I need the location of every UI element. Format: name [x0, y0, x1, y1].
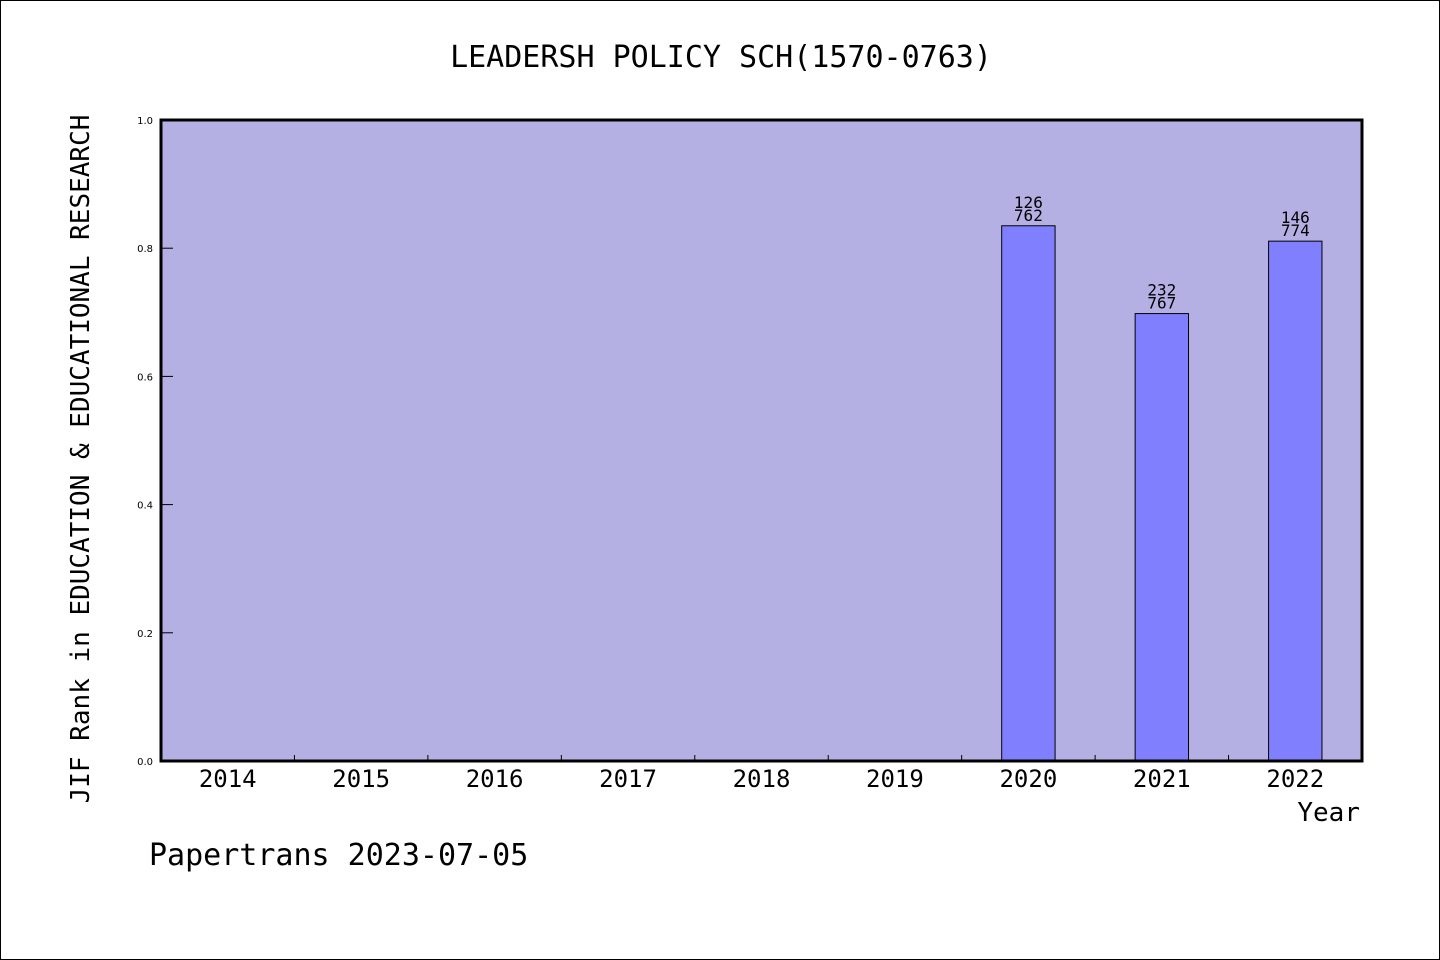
- x-tick-label: 2020: [999, 765, 1057, 793]
- x-tick-label: 2015: [332, 765, 390, 793]
- bar-label-rank: 146: [1281, 208, 1310, 227]
- bar-label-rank: 126: [1014, 193, 1043, 212]
- chart-title: LEADERSH POLICY SCH(1570-0763): [450, 40, 992, 75]
- y-tick-label: 0.8: [137, 244, 153, 255]
- x-tick-label: 2014: [199, 765, 257, 793]
- bar-label-total: 762: [1014, 206, 1043, 225]
- ticks-layer: 0.0 0.2 0.4 0.6 0.8 1.0 2014 2015 2016 2017 2018 20…: [137, 116, 1324, 793]
- x-tick-label: 2019: [866, 765, 924, 793]
- plot-frame: [159, 118, 1364, 763]
- x-tick-label: 2021: [1133, 765, 1191, 793]
- x-tick-label: 2022: [1266, 765, 1324, 793]
- bar-label-total: 774: [1281, 221, 1310, 240]
- bar: [1268, 240, 1323, 762]
- y-tick-label: 0.0: [137, 757, 153, 768]
- x-axis-label: Year: [1297, 798, 1360, 828]
- x-tick-label: 2016: [466, 765, 524, 793]
- y-tick-label: 1.0: [137, 116, 153, 127]
- y-tick-label: 0.4: [137, 501, 153, 512]
- y-axis-label: JIF Rank in EDUCATION & EDUCATIONAL RESE…: [66, 115, 96, 804]
- y-tick-label: 0.6: [137, 372, 153, 383]
- bar: [1001, 225, 1056, 762]
- bar-label-total: 767: [1147, 294, 1176, 313]
- source-footer: Papertrans 2023-07-05: [149, 838, 528, 873]
- y-tick-label: 0.2: [137, 629, 153, 640]
- bar-label-rank: 232: [1147, 281, 1176, 300]
- x-tick-label: 2018: [733, 765, 791, 793]
- x-tick-label: 2017: [599, 765, 657, 793]
- bar: [1134, 313, 1190, 762]
